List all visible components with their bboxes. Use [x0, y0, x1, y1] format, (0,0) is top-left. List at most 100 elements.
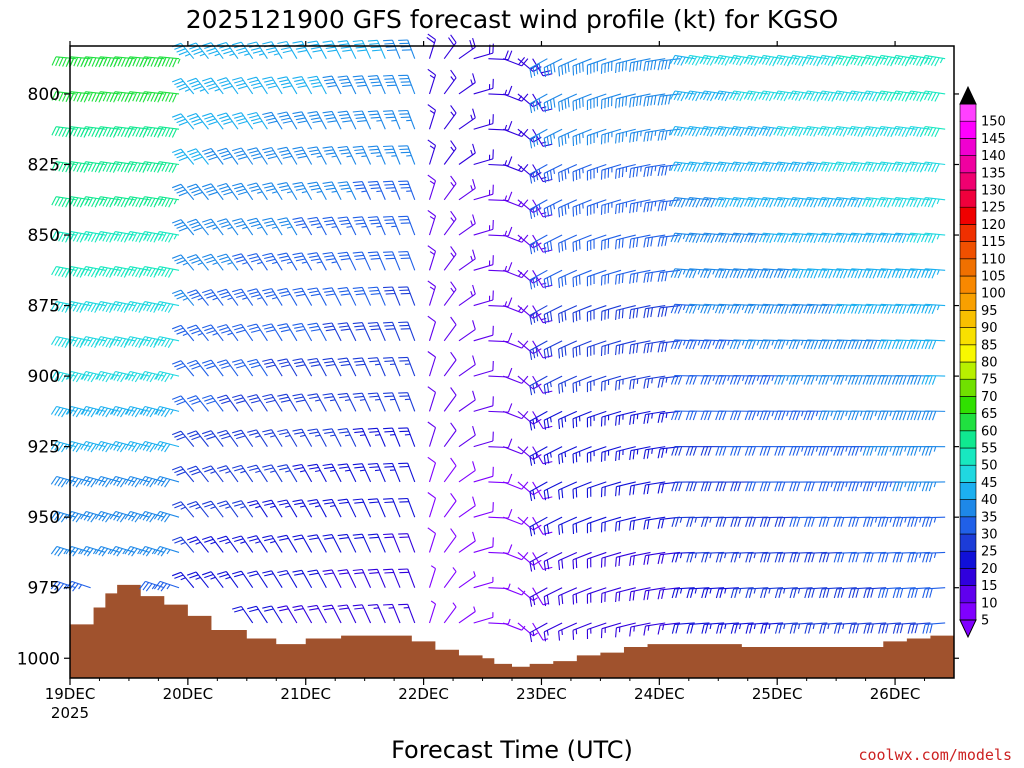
barb-flag	[535, 135, 539, 145]
wind-barb	[861, 232, 887, 244]
barb-flag	[535, 64, 539, 75]
wind-barb	[699, 197, 725, 208]
barb-flag	[546, 559, 550, 570]
barb-staff	[532, 552, 544, 570]
barb-flag	[297, 49, 308, 53]
barb-half-flag	[96, 409, 100, 415]
wind-barb	[367, 533, 386, 553]
barb-flag	[69, 126, 75, 136]
barb-flag	[703, 268, 709, 279]
barb-flag	[839, 233, 845, 243]
barb-flag	[84, 161, 90, 171]
barb-flag	[357, 120, 367, 123]
barb-flag	[507, 85, 513, 95]
wind-barb	[247, 464, 268, 483]
barb-flag	[232, 288, 242, 293]
barb-flag	[50, 476, 58, 485]
barb-flag	[262, 288, 272, 292]
barb-flag	[117, 127, 123, 137]
barb-flag	[646, 590, 650, 600]
barb-flag	[87, 372, 94, 382]
barb-flag	[807, 481, 812, 492]
barb-flag	[383, 74, 393, 77]
barb-flag	[792, 481, 797, 492]
wind-barb	[862, 303, 887, 315]
barb-staff	[645, 305, 666, 310]
barb-flag	[780, 127, 786, 137]
barb-flag	[781, 552, 786, 563]
barb-flag	[83, 337, 90, 346]
barb-flag	[309, 502, 319, 505]
barb-flag	[139, 266, 146, 276]
barb-flag	[172, 430, 182, 436]
barb-flag	[279, 431, 289, 436]
barb-flag	[174, 468, 184, 474]
barb-flag	[69, 56, 75, 67]
wind-barb	[109, 405, 135, 418]
barb-flag	[72, 232, 79, 242]
barb-flag	[769, 198, 775, 208]
barb-flag	[384, 536, 394, 539]
barb-flag	[427, 456, 436, 464]
barb-flag	[367, 180, 378, 183]
barb-staff	[271, 499, 283, 518]
barb-flag	[561, 135, 564, 146]
barb-flag	[367, 462, 378, 465]
barb-flag	[307, 216, 317, 220]
barb-flag	[282, 85, 293, 89]
barb-half-flag	[242, 261, 248, 265]
barb-flag	[543, 173, 547, 183]
barb-flag	[521, 199, 529, 208]
barb-flag	[208, 156, 218, 161]
barb-flag	[674, 481, 679, 492]
barb-flag	[234, 256, 244, 260]
barb-flag	[732, 197, 738, 207]
barb-half-flag	[314, 399, 321, 402]
wind-barb	[187, 183, 209, 201]
barb-flag	[450, 387, 457, 396]
barb-flag	[157, 547, 164, 556]
barb-flag	[688, 233, 694, 243]
barb-flag	[710, 233, 716, 244]
barb-flag	[739, 198, 745, 208]
wind-barb	[217, 324, 239, 342]
barb-staff	[458, 540, 476, 553]
wind-barb	[367, 568, 386, 588]
barb-staff	[458, 575, 476, 589]
barb-flag	[504, 50, 509, 60]
barb-flag	[758, 232, 764, 243]
barb-flag	[835, 126, 841, 136]
wind-barb	[643, 481, 666, 495]
barb-flag	[835, 91, 841, 101]
barb-flag	[721, 91, 727, 101]
barb-flag	[657, 237, 661, 247]
barb-flag	[83, 512, 90, 521]
barb-flag	[529, 209, 533, 219]
barb-flag	[765, 127, 771, 137]
barb-flag	[172, 465, 182, 471]
barb-flag	[113, 231, 120, 241]
barb-flag	[629, 133, 632, 143]
barb-flag	[99, 161, 105, 171]
barb-flag	[232, 147, 242, 152]
barb-flag	[139, 301, 146, 311]
barb-flag	[277, 182, 287, 186]
barb-flag	[688, 55, 694, 65]
barb-flag	[324, 607, 334, 611]
wind-barb	[307, 357, 327, 377]
barb-flag	[733, 410, 738, 421]
barb-flag	[178, 227, 188, 232]
wind-barb	[558, 481, 578, 500]
barb-flag	[714, 304, 720, 314]
barb-flag	[699, 90, 705, 100]
barb-flag	[352, 427, 363, 430]
barb-flag	[232, 464, 242, 469]
wind-barb	[615, 410, 636, 426]
barb-flag	[80, 371, 87, 380]
barb-flag	[370, 46, 381, 49]
wind-barb	[202, 42, 224, 60]
barb-flag	[221, 47, 231, 52]
barb-half-flag	[329, 469, 336, 472]
barb-flag	[629, 380, 632, 390]
barb-flag	[868, 233, 874, 243]
